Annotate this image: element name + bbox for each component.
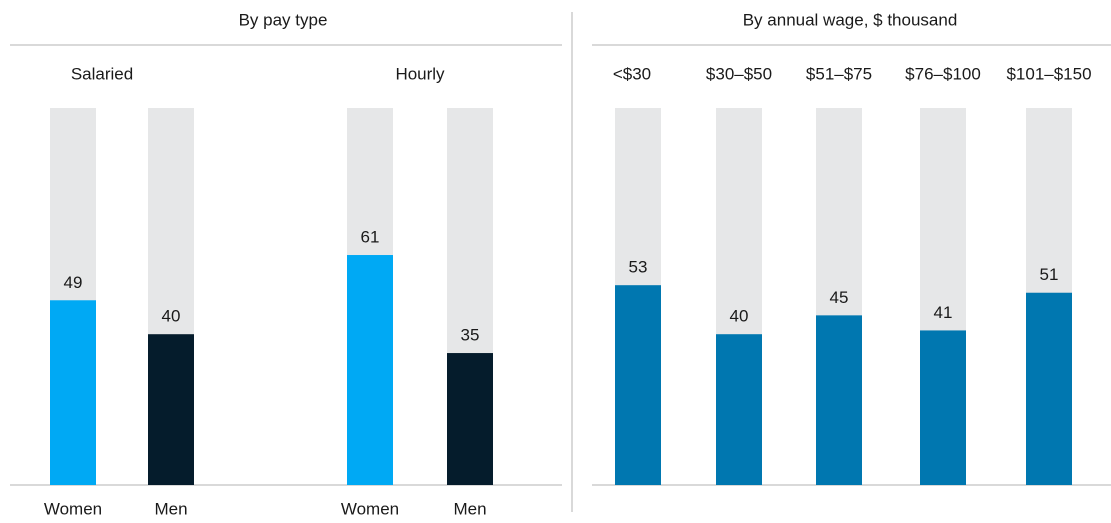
- value-label: 41: [934, 303, 953, 322]
- panel-title: By pay type: [239, 10, 328, 29]
- category-label: <$30: [613, 64, 651, 83]
- value-label: 49: [64, 273, 83, 292]
- bar: [1026, 292, 1072, 485]
- bar: [50, 300, 96, 485]
- value-label: 45: [830, 288, 849, 307]
- category-label: $76–$100: [905, 64, 981, 83]
- x-tick-label: Men: [453, 499, 486, 518]
- bar: [816, 315, 862, 485]
- bar: [716, 334, 762, 485]
- panel-title: By annual wage, $ thousand: [743, 10, 958, 29]
- category-label: $101–$150: [1006, 64, 1091, 83]
- group-label: Hourly: [395, 64, 445, 83]
- value-label: 40: [730, 307, 749, 326]
- value-label: 35: [461, 326, 480, 345]
- bar: [615, 285, 661, 485]
- value-label: 61: [361, 228, 380, 247]
- category-label: $30–$50: [706, 64, 772, 83]
- bar: [347, 255, 393, 485]
- value-label: 53: [629, 258, 648, 277]
- x-tick-label: Women: [44, 499, 102, 518]
- category-label: $51–$75: [806, 64, 872, 83]
- x-tick-label: Women: [341, 499, 399, 518]
- value-label: 40: [162, 307, 181, 326]
- bar: [920, 330, 966, 485]
- group-label: Salaried: [71, 64, 133, 83]
- bar: [447, 353, 493, 485]
- x-tick-label: Men: [154, 499, 187, 518]
- bar: [148, 334, 194, 485]
- value-label: 51: [1040, 265, 1059, 284]
